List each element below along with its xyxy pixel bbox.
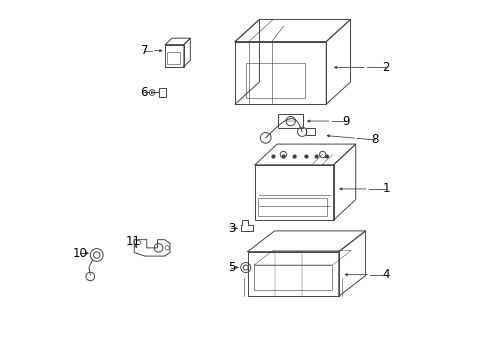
Bar xyxy=(258,198,327,216)
Circle shape xyxy=(272,155,275,158)
Bar xyxy=(254,265,332,289)
Circle shape xyxy=(325,155,328,158)
Bar xyxy=(165,45,184,67)
Circle shape xyxy=(305,155,308,158)
Text: 2: 2 xyxy=(382,61,390,74)
Text: 10: 10 xyxy=(73,247,87,260)
Text: 7: 7 xyxy=(141,44,148,57)
Bar xyxy=(246,63,305,98)
Bar xyxy=(159,88,167,97)
Circle shape xyxy=(282,155,285,158)
Text: 5: 5 xyxy=(228,261,235,274)
Text: 9: 9 xyxy=(343,114,350,127)
Text: 1: 1 xyxy=(382,183,390,195)
Text: 6: 6 xyxy=(141,86,148,99)
Text: 11: 11 xyxy=(126,235,141,248)
Text: 4: 4 xyxy=(382,268,390,281)
Bar xyxy=(278,114,303,128)
Bar xyxy=(255,165,334,220)
Bar xyxy=(167,52,180,64)
Text: 8: 8 xyxy=(372,134,379,147)
Bar xyxy=(306,128,315,135)
Circle shape xyxy=(293,155,296,158)
Text: 3: 3 xyxy=(228,222,235,235)
Circle shape xyxy=(315,155,318,158)
